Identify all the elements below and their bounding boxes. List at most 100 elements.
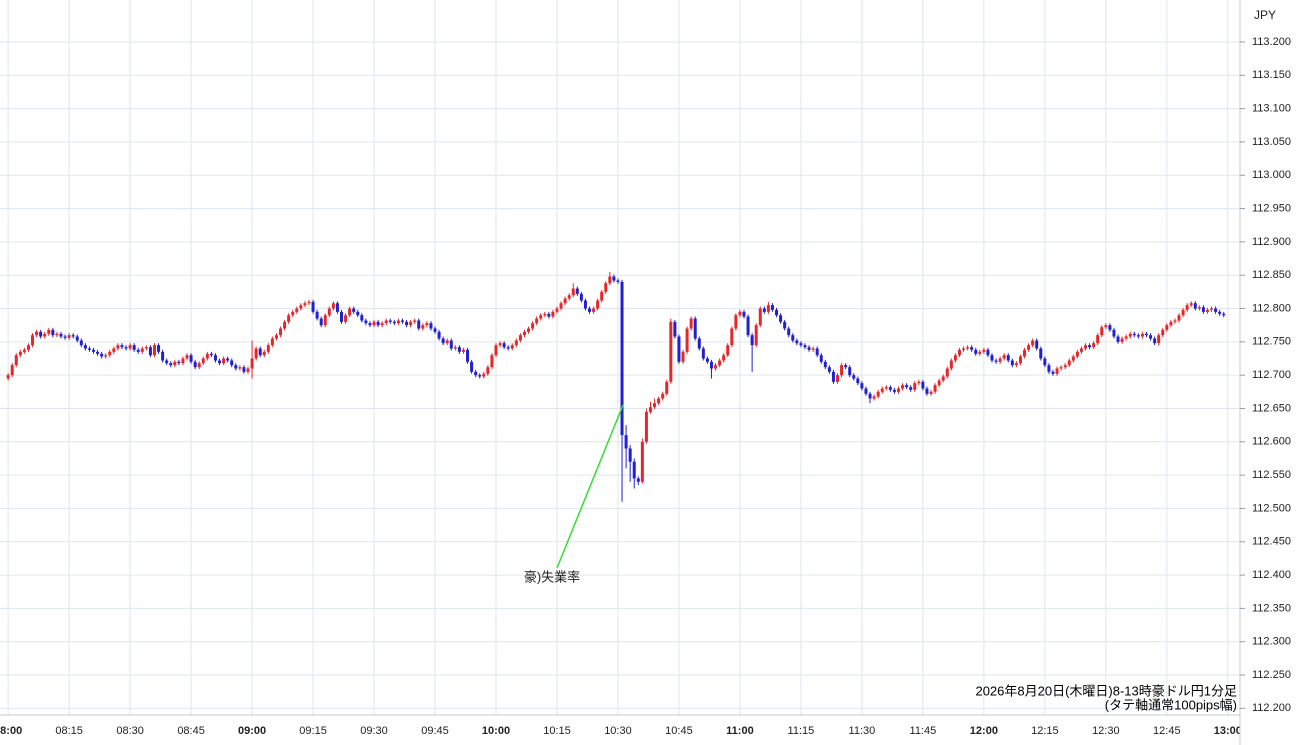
candle-body	[836, 375, 840, 382]
y-tick-label: 112.550	[1252, 469, 1291, 481]
candle-body	[157, 345, 161, 352]
candle-body	[352, 308, 356, 312]
candle-body	[185, 355, 189, 359]
candle-body	[461, 349, 465, 352]
candle-body	[230, 360, 234, 366]
candle-body	[762, 308, 766, 312]
x-tick-label: 12:00	[970, 725, 998, 737]
candle-body	[974, 349, 978, 354]
candle-body	[396, 320, 400, 324]
candle-body	[1084, 345, 1088, 349]
candle-body	[917, 381, 921, 384]
candle-body	[791, 335, 795, 341]
candle-body	[527, 328, 531, 332]
candle-body	[966, 347, 970, 349]
candle-body	[376, 321, 380, 326]
candle-body	[661, 393, 665, 399]
candle-body	[1006, 355, 1010, 361]
candle-body	[616, 280, 620, 282]
candle-body	[986, 349, 990, 356]
candle-body	[356, 311, 360, 316]
candle-body	[323, 315, 327, 326]
candle-body	[417, 320, 421, 329]
candle-body	[921, 381, 925, 389]
candle-body	[750, 335, 754, 346]
candle-body	[1193, 303, 1197, 309]
candle-body	[880, 388, 884, 392]
candle-body	[1018, 356, 1022, 364]
candle-body	[583, 300, 587, 309]
candle-body	[1112, 329, 1116, 337]
candle-body	[319, 318, 323, 326]
candle-body	[653, 403, 657, 408]
candle-body	[1157, 335, 1161, 344]
candle-body	[998, 358, 1002, 362]
candle-body	[270, 338, 274, 346]
candle-body	[701, 348, 705, 359]
candle-body	[1075, 351, 1079, 357]
y-tick-label: 112.600	[1252, 436, 1291, 448]
candle-body	[551, 311, 555, 317]
candle-body	[112, 348, 116, 352]
candle-body	[486, 367, 490, 374]
x-tick-label: 12:45	[1153, 725, 1181, 737]
candle-body	[71, 335, 75, 337]
y-tick-label: 112.250	[1252, 669, 1291, 681]
candle-body	[31, 335, 35, 346]
candle-body	[242, 367, 246, 372]
candle-body	[588, 308, 592, 312]
candle-body	[815, 348, 819, 356]
candle-body	[714, 365, 718, 369]
candle-body	[218, 360, 222, 364]
y-tick-label: 112.450	[1252, 536, 1291, 548]
candle-body	[128, 345, 132, 349]
candle-body	[624, 435, 628, 449]
x-tick-label: 09:15	[299, 725, 327, 737]
candle-body	[67, 335, 71, 338]
candle-body	[896, 388, 900, 392]
candle-body	[949, 360, 953, 369]
y-tick-label: 112.300	[1252, 636, 1291, 648]
candle-body	[348, 308, 352, 316]
candle-body	[213, 355, 217, 361]
candle-body	[665, 381, 669, 394]
candle-body	[482, 373, 486, 377]
candle-body	[864, 388, 868, 394]
candle-body	[547, 313, 551, 317]
candle-body	[1100, 327, 1104, 336]
x-tick-label: 11:15	[788, 725, 815, 737]
candle-body	[441, 338, 445, 344]
candle-body	[819, 355, 823, 362]
candle-body	[1165, 325, 1169, 330]
candle-body	[933, 385, 937, 392]
candle-body	[535, 318, 539, 324]
candle-body	[1071, 356, 1075, 361]
candle-body	[124, 347, 128, 349]
candle-body	[466, 349, 470, 362]
candle-body	[848, 367, 852, 376]
candle-body	[83, 345, 87, 349]
candle-body	[22, 349, 26, 352]
candle-body	[1144, 333, 1148, 336]
candle-body	[136, 349, 140, 352]
y-tick-label: 112.950	[1252, 202, 1291, 214]
caption-line: (タテ軸通常100pips幅)	[1105, 697, 1237, 712]
candle-body	[868, 393, 872, 399]
candle-body	[384, 320, 388, 324]
candle-body	[531, 323, 535, 329]
candle-body	[1043, 358, 1047, 366]
candle-body	[1140, 333, 1144, 337]
candle-body	[201, 358, 205, 364]
candle-body	[254, 348, 258, 359]
candle-body	[372, 321, 376, 326]
x-tick-label: 10:00	[482, 725, 510, 737]
candle-body	[1185, 305, 1189, 310]
candle-body	[226, 358, 230, 361]
y-tick-label: 112.700	[1252, 369, 1291, 381]
candle-body	[1023, 349, 1027, 357]
candle-body	[1108, 325, 1112, 330]
x-tick-label: 12:15	[1031, 725, 1059, 737]
candle-body	[506, 347, 510, 349]
